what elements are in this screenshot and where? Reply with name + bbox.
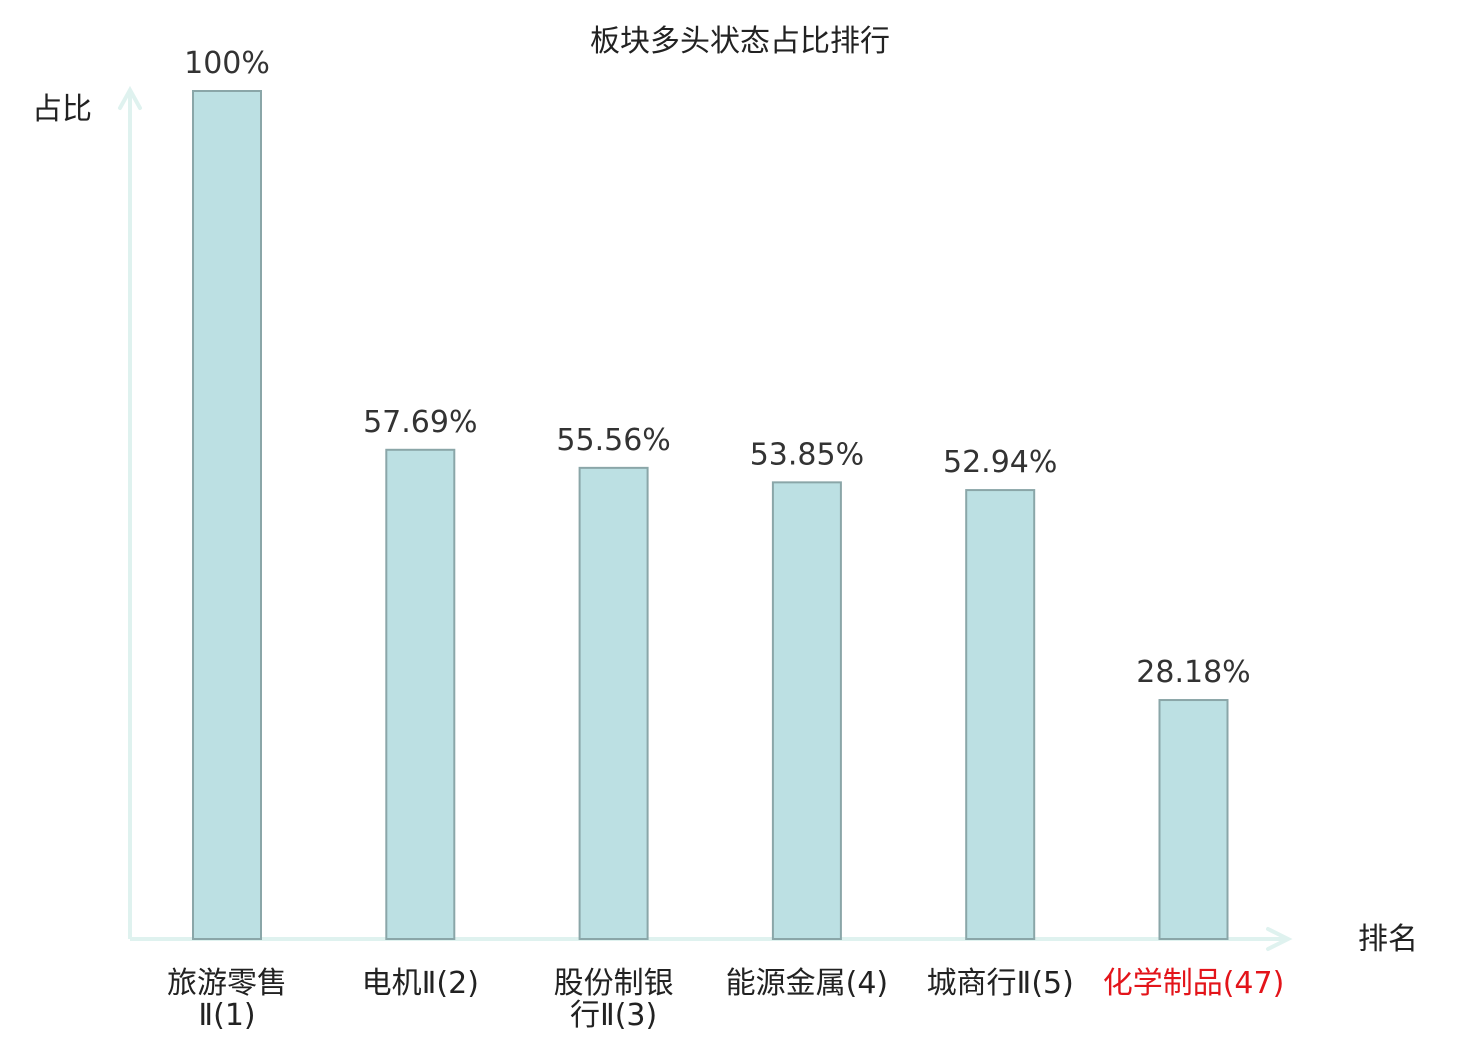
bar <box>1158 699 1229 941</box>
x-tick-label: 电机Ⅱ(2) <box>362 966 479 1001</box>
x-tick-label: 旅游零售 Ⅱ(1) <box>167 966 287 1033</box>
bar <box>965 489 1036 940</box>
bar-value-label: 55.56% <box>556 423 670 458</box>
x-tick-label-line: 能源金属(4) <box>726 966 889 1001</box>
bar <box>771 481 842 940</box>
bar <box>385 448 456 940</box>
value-labels: 100% 57.69% 55.56% 53.85% 52.94% 28.18% <box>184 46 1251 690</box>
x-tick-label: 化学制品(47) <box>1103 966 1285 1001</box>
category-labels: 旅游零售 Ⅱ(1) 电机Ⅱ(2) 股份制银行Ⅱ(3) 能源金属(4) 城商行Ⅱ(5) 化学制… <box>167 966 1284 1033</box>
x-tick-label-line: 化学制品(47) <box>1103 966 1285 1001</box>
x-tick-label: 城商行Ⅱ(5) <box>927 966 1074 1001</box>
x-axis-label: 排名 <box>1358 922 1418 957</box>
x-tick-label: 能源金属(4) <box>726 966 889 1001</box>
bar <box>578 466 649 940</box>
x-axis-arrow-icon <box>1266 927 1293 951</box>
x-tick-label-line: 城商行Ⅱ(5) <box>927 966 1074 1001</box>
axes <box>118 85 1293 951</box>
bar-value-label: 28.18% <box>1136 655 1250 690</box>
x-tick-label-line: 股份制银 <box>554 966 674 1001</box>
x-tick-label-line: 旅游零售 <box>167 966 287 1001</box>
bar-value-label: 53.85% <box>750 437 864 472</box>
bar <box>192 90 262 940</box>
x-tick-label-line: Ⅱ(1) <box>198 998 255 1033</box>
x-tick-label-line: 电机Ⅱ(2) <box>362 966 479 1001</box>
chart-title: 板块多头状态占比排行 <box>590 24 890 59</box>
bar-value-label: 52.94% <box>943 445 1057 480</box>
x-tick-label-line: 行Ⅱ(3) <box>570 998 657 1033</box>
y-axis-arrow-icon <box>118 85 142 110</box>
bars <box>192 90 1229 941</box>
x-tick-label: 股份制银行Ⅱ(3) <box>554 966 674 1033</box>
y-axis-label: 占比 <box>32 92 92 127</box>
bar-value-label: 100% <box>184 46 270 81</box>
bar-value-label: 57.69% <box>363 405 477 440</box>
